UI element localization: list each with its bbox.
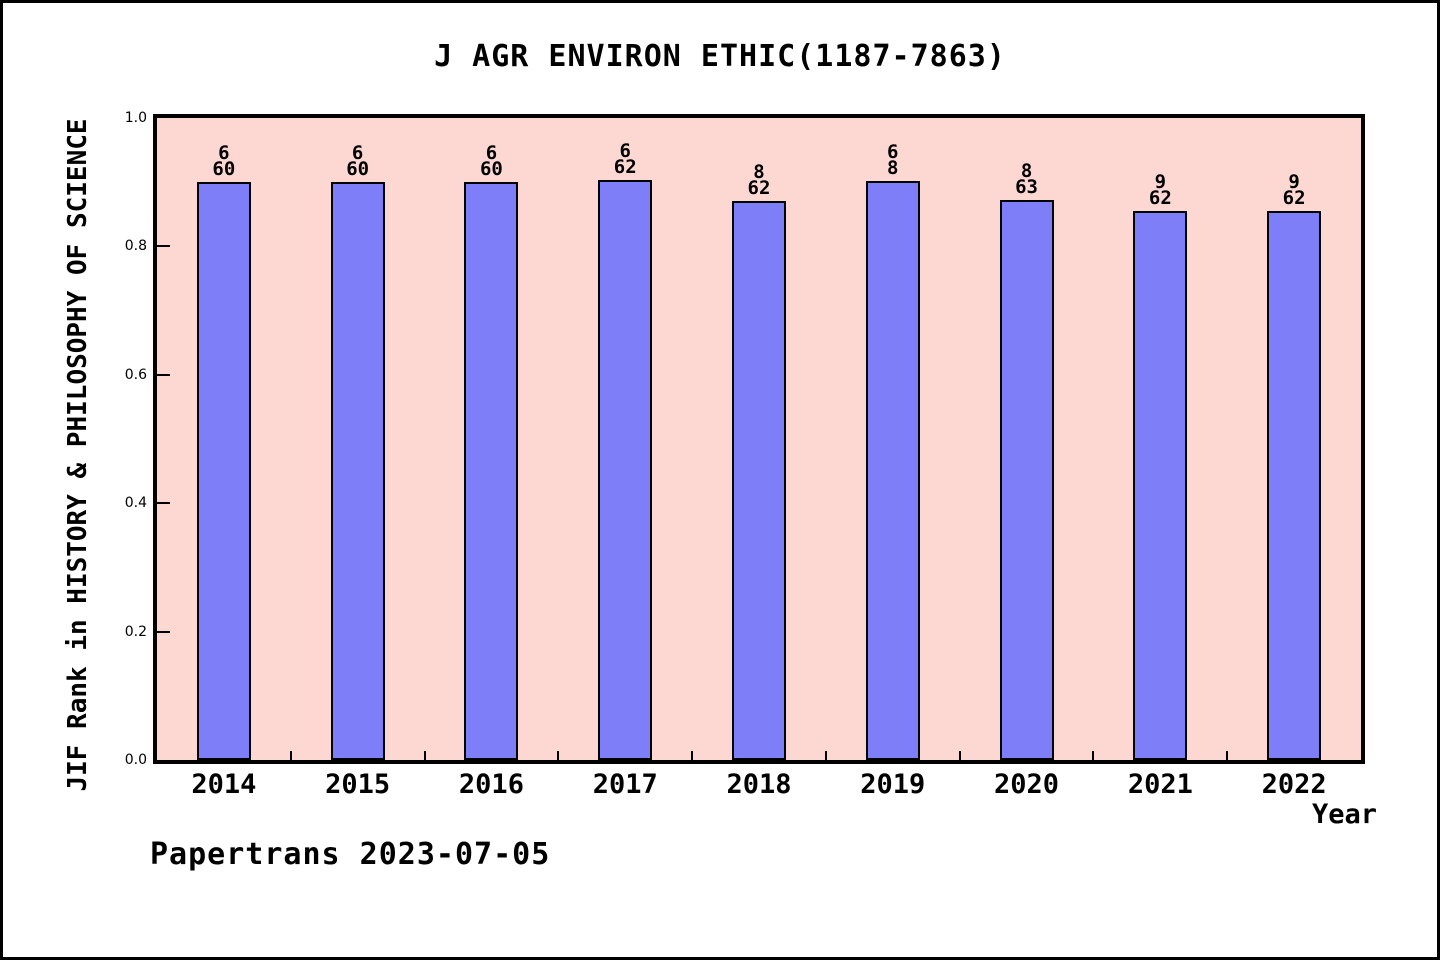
x-tick-label: 2017 [592,769,658,800]
bar-label-total: 8 [887,156,899,179]
chart-title: J AGR ENVIRON ETHIC(1187-7863) [434,39,1006,74]
x-minor-tick [691,751,694,760]
y-tick [157,245,170,248]
bar-label-rank: 6 [485,142,498,165]
bar-label-rank: 8 [753,160,765,183]
bar-label: 6 62 [613,140,637,179]
x-tick-label: 2016 [458,769,524,800]
bar-label-total: 60 [212,158,236,181]
y-tick [157,373,170,376]
x-tick-label: 2015 [325,769,391,800]
x-minor-tick [557,751,560,760]
x-minor-tick [289,751,292,760]
bar-label-rank: 9 [1288,171,1300,194]
y-tick-label: 0.2 [124,623,147,640]
bar-label-rank: 6 [218,142,230,165]
y-tick [157,630,170,633]
x-tick-label: 2022 [1261,769,1327,800]
bar [1133,211,1188,760]
bar-label-total: 62 [1148,187,1172,210]
y-tick-label: 0.6 [124,366,147,383]
bar-label-rank: 6 [351,142,364,165]
y-tick-label: 0.4 [124,495,147,512]
bar [330,182,385,760]
bar-label: 8 62 [747,160,771,199]
bar [999,199,1054,760]
x-tick-label: 2014 [191,769,257,800]
bar-label-rank: 6 [887,140,899,163]
bar-label-rank: 9 [1154,171,1167,194]
x-minor-tick [1092,751,1095,760]
footer-text: Papertrans 2023-07-05 [150,837,551,872]
y-tick-label: 0.0 [124,752,147,768]
bar-label-rank: 6 [619,140,631,163]
bar-label: 6 60 [212,142,236,181]
bar-label-total: 62 [1282,187,1306,210]
x-tick-label: 2018 [726,769,792,800]
y-tick [157,502,170,505]
x-tick-labels: 2014 2015 2016 2017 2018 2019 2020 2021 2022 [157,769,1361,803]
bar [464,182,519,760]
bar-label-total: 62 [613,156,637,179]
bar [598,180,653,760]
bar-label: 6 60 [479,142,503,181]
bar [865,180,920,760]
bar [732,200,786,760]
bar-label: 6 60 [346,142,370,181]
bar-label-total: 62 [747,176,771,199]
plot-area: 6 60 6 60 6 60 6 62 8 62 6 8 8 63 9 62 9 62 [157,118,1361,760]
bar [1267,211,1322,760]
y-tick-label: 1.0 [124,110,147,126]
x-tick-label: 2020 [994,769,1060,800]
x-tick-label: 2019 [860,769,926,800]
bar-label-total: 63 [1015,175,1038,198]
bar-label-total: 60 [479,158,503,181]
bar-label: 9 62 [1282,171,1306,210]
x-minor-tick [1226,751,1229,760]
x-tick-label: 2021 [1127,769,1193,800]
bar-label-rank: 8 [1020,159,1033,182]
bar-label-total: 60 [346,158,370,181]
x-minor-tick [958,751,961,760]
x-minor-tick [423,751,426,760]
x-minor-tick [824,751,827,760]
bar-label: 9 62 [1148,171,1172,210]
bar-label: 8 63 [1015,159,1038,198]
y-tick-label: 0.8 [124,238,147,255]
bar [196,182,251,760]
y-tick-labels: 0.0 0.2 0.4 0.6 0.8 1.0 [3,111,147,767]
x-axis-label: Year [1311,799,1377,830]
